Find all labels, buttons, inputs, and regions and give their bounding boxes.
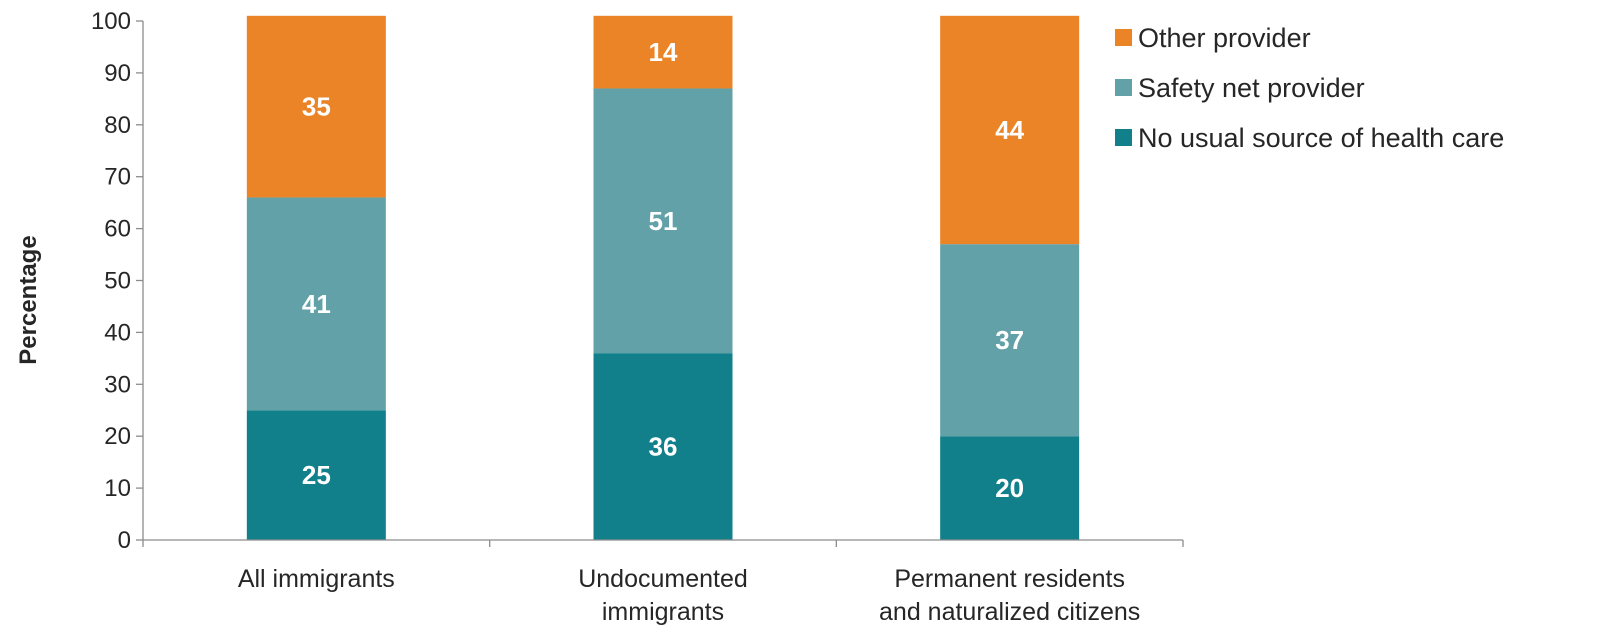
bar-segment: [940, 436, 1080, 540]
y-tick-label: 0: [118, 527, 131, 554]
bar-segment: [246, 15, 386, 198]
y-tick-label: 70: [104, 164, 131, 191]
bars-layer: 25 41 35 36 51 14 20 37 44: [246, 15, 1080, 540]
x-category-label: immigrants: [602, 598, 724, 626]
y-tick-label: 80: [104, 112, 131, 139]
y-axis-label: Percentage: [15, 235, 42, 364]
data-label: 51: [649, 206, 678, 236]
bar-segment: [246, 410, 386, 540]
bar-segment: [940, 15, 1080, 245]
y-tick-label: 30: [104, 371, 131, 398]
data-label: 41: [302, 289, 331, 319]
legend-label: Safety net provider: [1138, 73, 1365, 103]
data-label: 35: [302, 92, 331, 122]
bar-segment: [593, 88, 733, 354]
y-tick-label: 10: [104, 475, 131, 502]
legend-swatch: [1115, 129, 1132, 146]
x-category-label: and naturalized citizens: [879, 598, 1140, 626]
legend-label: No usual source of health care: [1138, 123, 1504, 153]
data-label: 44: [995, 115, 1024, 145]
y-tick-label: 50: [104, 268, 131, 295]
x-axis: All immigrants Undocumented immigrants Perm…: [142, 539, 1184, 626]
y-axis: 0 10 20 30 40 50 60 70 80 90 100: [91, 8, 144, 554]
data-label: 25: [302, 460, 331, 490]
bar-segment: [246, 197, 386, 411]
x-category-label: Permanent residents: [894, 565, 1125, 593]
data-label: 14: [649, 37, 678, 67]
x-category-label: All immigrants: [238, 565, 395, 593]
y-tick-label: 60: [104, 216, 131, 243]
data-label: 20: [995, 473, 1024, 503]
legend: Other provider Safety net provider No usua…: [1115, 23, 1504, 153]
bar-segment: [593, 15, 733, 89]
legend-swatch: [1115, 29, 1132, 46]
y-tick-label: 100: [91, 8, 131, 35]
y-tick-label: 90: [104, 60, 131, 87]
x-category-label: Undocumented: [578, 565, 748, 593]
bar-segment: [940, 244, 1080, 437]
legend-swatch: [1115, 79, 1132, 96]
data-label: 36: [649, 432, 678, 462]
y-tick-label: 20: [104, 423, 131, 450]
data-label: 37: [995, 325, 1024, 355]
bar-segment: [593, 353, 733, 540]
legend-label: Other provider: [1138, 23, 1311, 53]
y-tick-label: 40: [104, 319, 131, 346]
